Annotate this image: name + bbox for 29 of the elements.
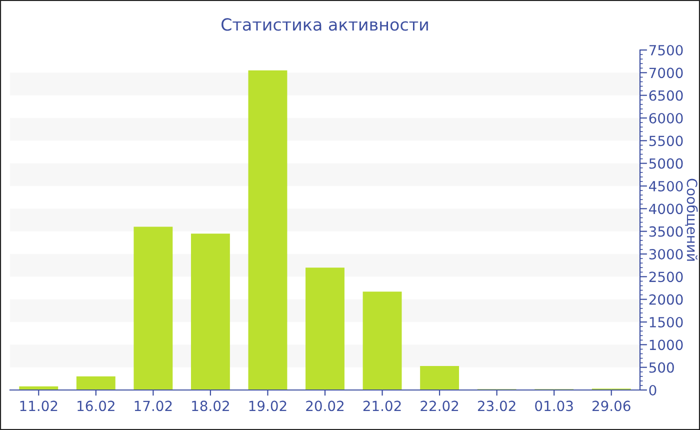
y-tick-label: 1500	[650, 316, 683, 328]
x-tick-label: 16.02	[78, 400, 114, 412]
x-tick-label: 01.03	[535, 400, 573, 412]
y-tick-label: 3500	[649, 226, 683, 237]
y-tick-label: 5500	[649, 136, 683, 146]
y-tick-label: 1000	[650, 340, 683, 350]
y-tick-label: 4000	[649, 204, 683, 214]
x-tick-label: 18.02	[192, 400, 229, 412]
x-tick-label: 20.02	[306, 400, 344, 412]
y-tick-label: 3000	[649, 248, 683, 260]
y-tick-label: 2000	[649, 294, 683, 305]
x-tick-label: 23.02	[478, 400, 516, 412]
y-tick-label: 6000	[649, 112, 683, 124]
y-tick-label: 7000	[649, 68, 683, 78]
y-axis-title: Сообщений	[685, 178, 698, 261]
x-tick-label: 21.02	[363, 400, 401, 412]
y-tick-label: 7500	[649, 44, 683, 56]
y-tick-label: 5000	[649, 158, 683, 169]
x-tick-label: 29.06	[592, 400, 630, 412]
x-tick-label: 17.02	[134, 400, 172, 412]
x-tick-label: 19.02	[249, 400, 286, 412]
y-tick-label: 4500	[649, 180, 683, 192]
x-tick-label: 11.02	[20, 400, 58, 412]
y-tick-label: 0	[649, 384, 656, 396]
y-tick-label: 6500	[649, 90, 683, 101]
y-tick-label: 2500	[649, 272, 683, 282]
chart-title: Статистика активности	[222, 18, 428, 31]
x-tick-label: 22.02	[420, 400, 458, 412]
y-tick-label: 500	[649, 362, 674, 373]
